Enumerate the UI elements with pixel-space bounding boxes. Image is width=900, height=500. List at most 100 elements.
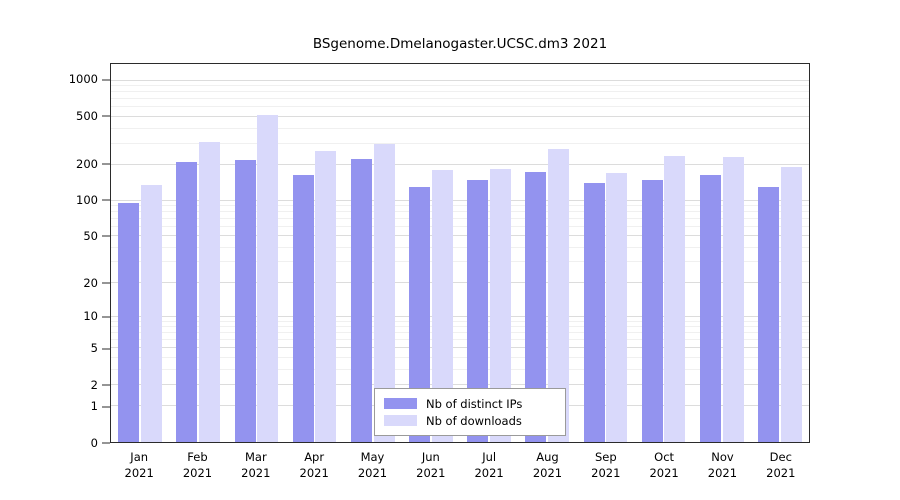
gridline-minor: [111, 226, 809, 228]
x-axis-label: Oct 2021: [635, 450, 693, 481]
x-axis-label-month: Jul: [482, 450, 497, 464]
legend-item-nb-of-downloads: Nb of downloads: [384, 412, 555, 429]
y-axis-labels: 0 1 2 5 10 20 50 100 200 500 1000: [0, 63, 98, 448]
x-axis-labels: Jan 2021 Feb 2021 Mar 2021 Apr 2021 May 2021 Jun 20…: [110, 450, 810, 481]
bar-nb-of-distinct-ips-apr: [292, 174, 314, 442]
bar-nb-of-distinct-ips-mar: [234, 159, 256, 442]
x-axis-label-year: 2021: [591, 465, 621, 480]
x-axis-label-year: 2021: [357, 465, 388, 480]
y-axis-label: 100: [76, 192, 98, 207]
y-axis-label: 1: [90, 398, 98, 413]
x-axis-label-month: Jun: [421, 450, 440, 464]
bar-nb-of-distinct-ips-jan: [118, 203, 140, 442]
x-axis-label: Mar 2021: [227, 450, 285, 481]
gridline-minor: [111, 320, 809, 322]
y-axis-label: 0: [90, 435, 98, 450]
bar-nb-of-downloads-may: [373, 143, 395, 442]
x-axis-label-year: 2021: [474, 465, 504, 480]
gridline-minor: [111, 218, 809, 220]
y-axis-label: 5: [90, 341, 98, 356]
gridline-major: [111, 199, 809, 201]
bar-nb-of-distinct-ips-aug: [525, 171, 547, 442]
chart-title: BSgenome.Dmelanogaster.UCSC.dm3 2021: [312, 36, 608, 52]
y-axis-label: 20: [83, 275, 98, 290]
bar-nb-of-downloads-apr: [315, 151, 337, 442]
gridline-major: [111, 235, 809, 237]
x-axis-label: Feb 2021: [168, 450, 226, 481]
y-axis-ticks: [102, 63, 110, 444]
gridline-minor: [111, 211, 809, 213]
gridline-minor: [111, 205, 809, 207]
gridline-major: [111, 315, 809, 317]
y-tick-mark: [102, 406, 110, 408]
bar-nb-of-distinct-ips-feb: [176, 162, 198, 442]
x-axis-label: Jul 2021: [460, 450, 518, 481]
legend-item-nb-of-distinct-ips: Nb of distinct IPs: [384, 395, 555, 412]
x-axis-label: Sep 2021: [577, 450, 635, 481]
y-tick-mark: [102, 316, 110, 318]
x-axis-label-month: Jan: [130, 450, 149, 464]
x-axis-label: Aug 2021: [518, 450, 576, 481]
y-tick-mark: [102, 348, 110, 350]
gridline-major: [111, 116, 809, 117]
bar-nb-of-distinct-ips-nov: [699, 174, 721, 442]
x-axis-label: Apr 2021: [285, 450, 343, 481]
x-axis-label: Jun 2021: [402, 450, 460, 481]
bar-nb-of-downloads-oct: [664, 156, 686, 442]
legend: Nb of distinct IPs Nb of downloads: [374, 388, 566, 436]
bar-nb-of-downloads-jan: [140, 185, 162, 442]
bar-nb-of-distinct-ips-jul: [467, 179, 489, 442]
x-axis-label-year: 2021: [416, 465, 446, 480]
y-tick-mark: [102, 199, 110, 201]
x-axis-label-year: 2021: [299, 465, 329, 480]
x-axis-label: Dec 2021: [752, 450, 810, 481]
bar-nb-of-downloads-mar: [257, 114, 279, 442]
x-axis-label: Nov 2021: [693, 450, 751, 481]
bar-nb-of-distinct-ips-dec: [758, 187, 780, 442]
gridline-minor: [111, 356, 809, 358]
gridline-minor: [111, 91, 809, 93]
gridline-minor: [111, 339, 809, 341]
y-axis-label: 1000: [68, 72, 98, 87]
y-tick-mark: [102, 384, 110, 386]
gridline-minor: [111, 326, 809, 328]
y-tick-mark: [102, 115, 110, 117]
x-axis-label-month: Sep: [594, 450, 617, 464]
bar-nb-of-downloads-feb: [199, 141, 221, 442]
bar-nb-of-downloads-aug: [548, 149, 570, 442]
gridline-minor: [111, 85, 809, 87]
x-axis-label-year: 2021: [182, 465, 213, 480]
legend-label-nb-of-distinct-ips: Nb of distinct IPs: [426, 396, 523, 411]
gridline-minor: [111, 368, 809, 370]
gridline-minor: [111, 246, 809, 248]
y-tick-mark: [102, 442, 110, 444]
legend-label-nb-of-downloads: Nb of downloads: [426, 413, 522, 428]
gridline-minor: [111, 261, 809, 263]
gridline-major: [111, 281, 809, 283]
y-axis-label: 500: [76, 108, 98, 123]
x-axis-label-year: 2021: [241, 465, 271, 480]
y-tick-mark: [102, 282, 110, 284]
x-axis-label-year: 2021: [124, 465, 154, 480]
gridline-minor: [111, 127, 809, 129]
gridline-minor: [111, 142, 809, 144]
gridline-major: [111, 79, 809, 81]
bar-nb-of-downloads-dec: [780, 167, 802, 442]
x-axis-label-month: Feb: [187, 450, 208, 464]
gridline-major: [111, 163, 809, 165]
y-tick-mark: [102, 163, 110, 165]
y-tick-mark: [102, 235, 110, 237]
gridline-minor: [111, 106, 809, 108]
gridline-minor: [111, 332, 809, 334]
x-axis-label-month: Aug: [536, 450, 559, 464]
x-axis-label-month: May: [360, 450, 385, 464]
bar-nb-of-downloads-jul: [489, 168, 511, 442]
bar-nb-of-distinct-ips-sep: [583, 183, 605, 442]
y-axis-label: 200: [76, 156, 98, 171]
legend-swatch-nb-of-distinct-ips: [384, 398, 417, 409]
x-axis-label-month: Apr: [304, 450, 325, 464]
bar-nb-of-distinct-ips-oct: [641, 179, 663, 442]
x-axis-label-year: 2021: [766, 465, 796, 480]
bar-nb-of-downloads-sep: [606, 173, 628, 442]
